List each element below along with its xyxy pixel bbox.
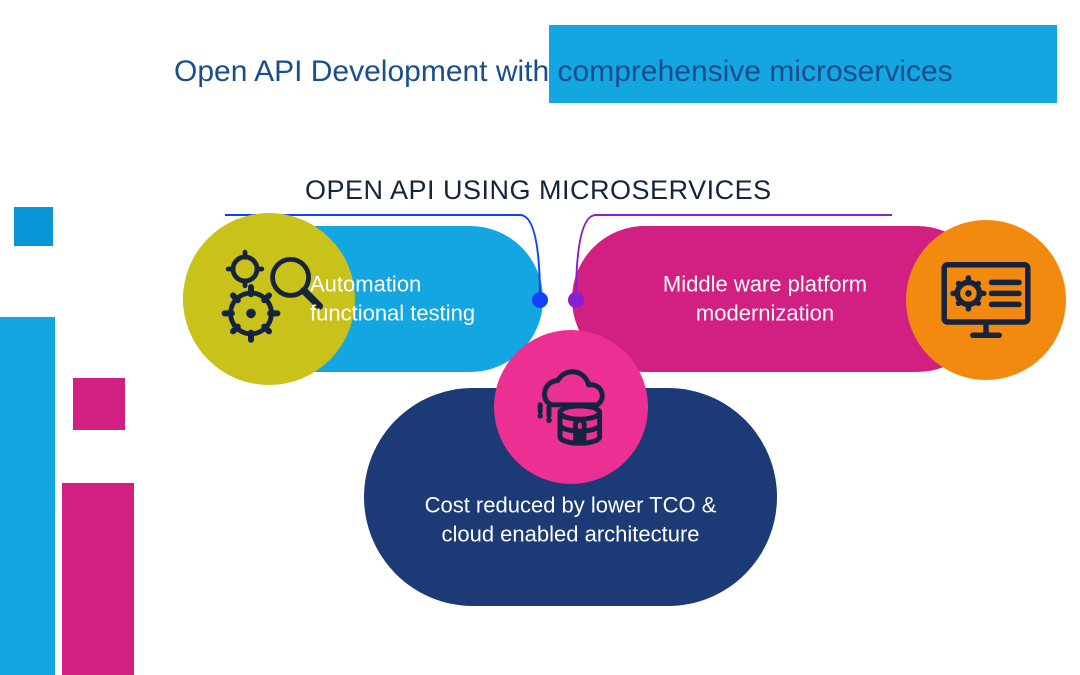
circle-bottom bbox=[494, 330, 648, 484]
connector-dot-right bbox=[568, 292, 584, 308]
pill-right-label: Middle ware platform modernization bbox=[650, 270, 880, 327]
pill-bottom-label: Cost reduced by lower TCO & cloud enable… bbox=[401, 491, 741, 548]
pill-left-label: Automation functional testing bbox=[310, 270, 520, 327]
cloud-db-icon bbox=[516, 352, 626, 462]
infographic-stage: Open API Development with comprehensive … bbox=[0, 0, 1080, 675]
monitor-gear-icon bbox=[931, 245, 1041, 355]
circle-right bbox=[906, 220, 1066, 380]
connector-dot-left bbox=[532, 292, 548, 308]
